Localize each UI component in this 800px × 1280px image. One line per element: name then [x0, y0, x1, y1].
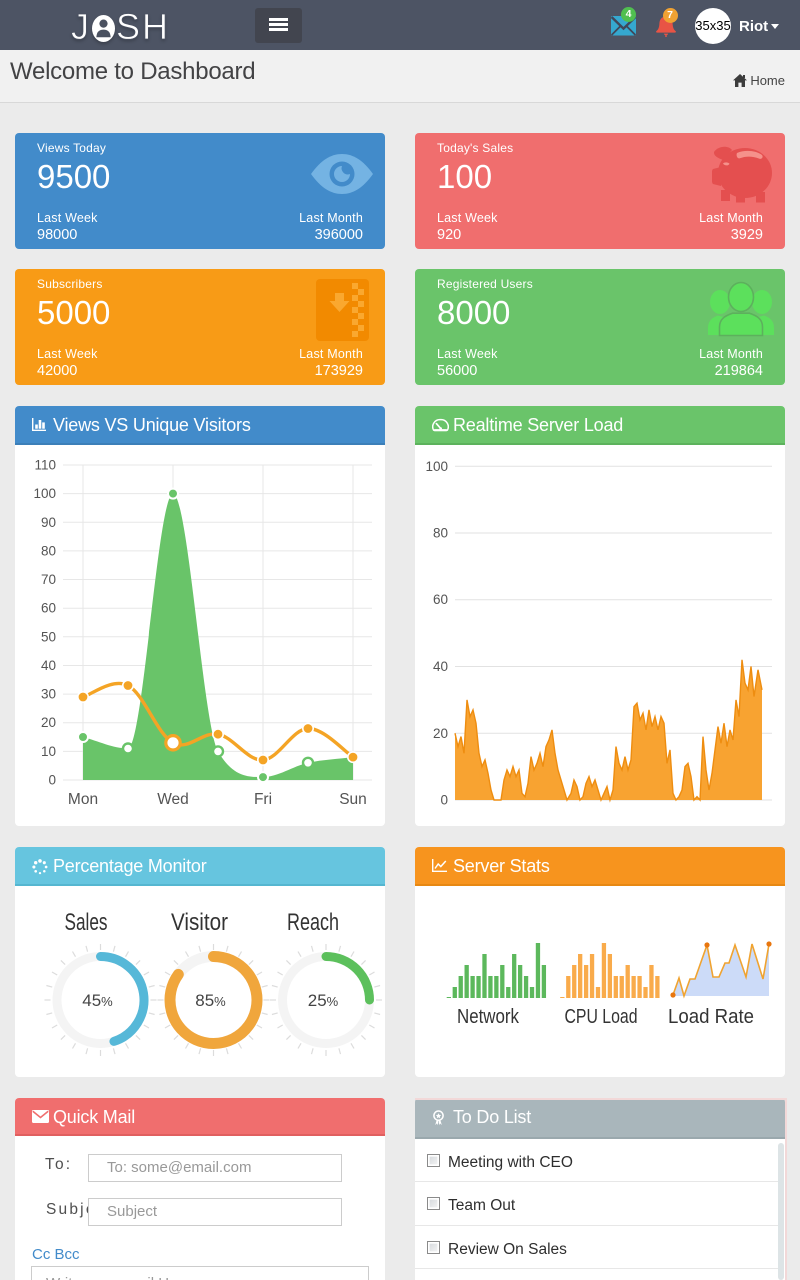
svg-text:100: 100	[425, 459, 448, 474]
svg-text:80: 80	[41, 543, 56, 558]
svg-text:30: 30	[41, 687, 56, 702]
svg-text:Sales: Sales	[65, 909, 108, 936]
svg-text:85%: 85%	[195, 991, 226, 1010]
svg-text:45%: 45%	[82, 991, 113, 1010]
svg-text:60: 60	[433, 592, 448, 607]
svg-text:Fri: Fri	[254, 791, 272, 808]
svg-text:CPU Load: CPU Load	[565, 1006, 638, 1028]
svg-text:50: 50	[41, 629, 56, 644]
svg-text:Sun: Sun	[339, 791, 367, 808]
svg-text:0: 0	[48, 773, 56, 788]
svg-text:100: 100	[33, 486, 56, 501]
svg-text:25%: 25%	[308, 991, 339, 1010]
svg-text:20: 20	[41, 715, 56, 730]
svg-text:0: 0	[440, 793, 448, 808]
svg-text:Mon: Mon	[68, 791, 98, 808]
svg-text:Load Rate: Load Rate	[668, 1006, 754, 1028]
svg-text:Wed: Wed	[157, 791, 189, 808]
svg-text:60: 60	[41, 601, 56, 616]
svg-text:110: 110	[34, 458, 56, 473]
svg-text:90: 90	[41, 515, 56, 530]
svg-text:70: 70	[41, 572, 56, 587]
svg-text:40: 40	[433, 659, 448, 674]
svg-text:40: 40	[41, 658, 56, 673]
svg-text:80: 80	[433, 526, 448, 541]
svg-text:10: 10	[41, 744, 56, 759]
svg-text:Reach: Reach	[287, 909, 339, 936]
svg-text:Network: Network	[457, 1006, 520, 1028]
svg-text:Visitor: Visitor	[171, 909, 228, 936]
svg-text:20: 20	[433, 726, 448, 741]
